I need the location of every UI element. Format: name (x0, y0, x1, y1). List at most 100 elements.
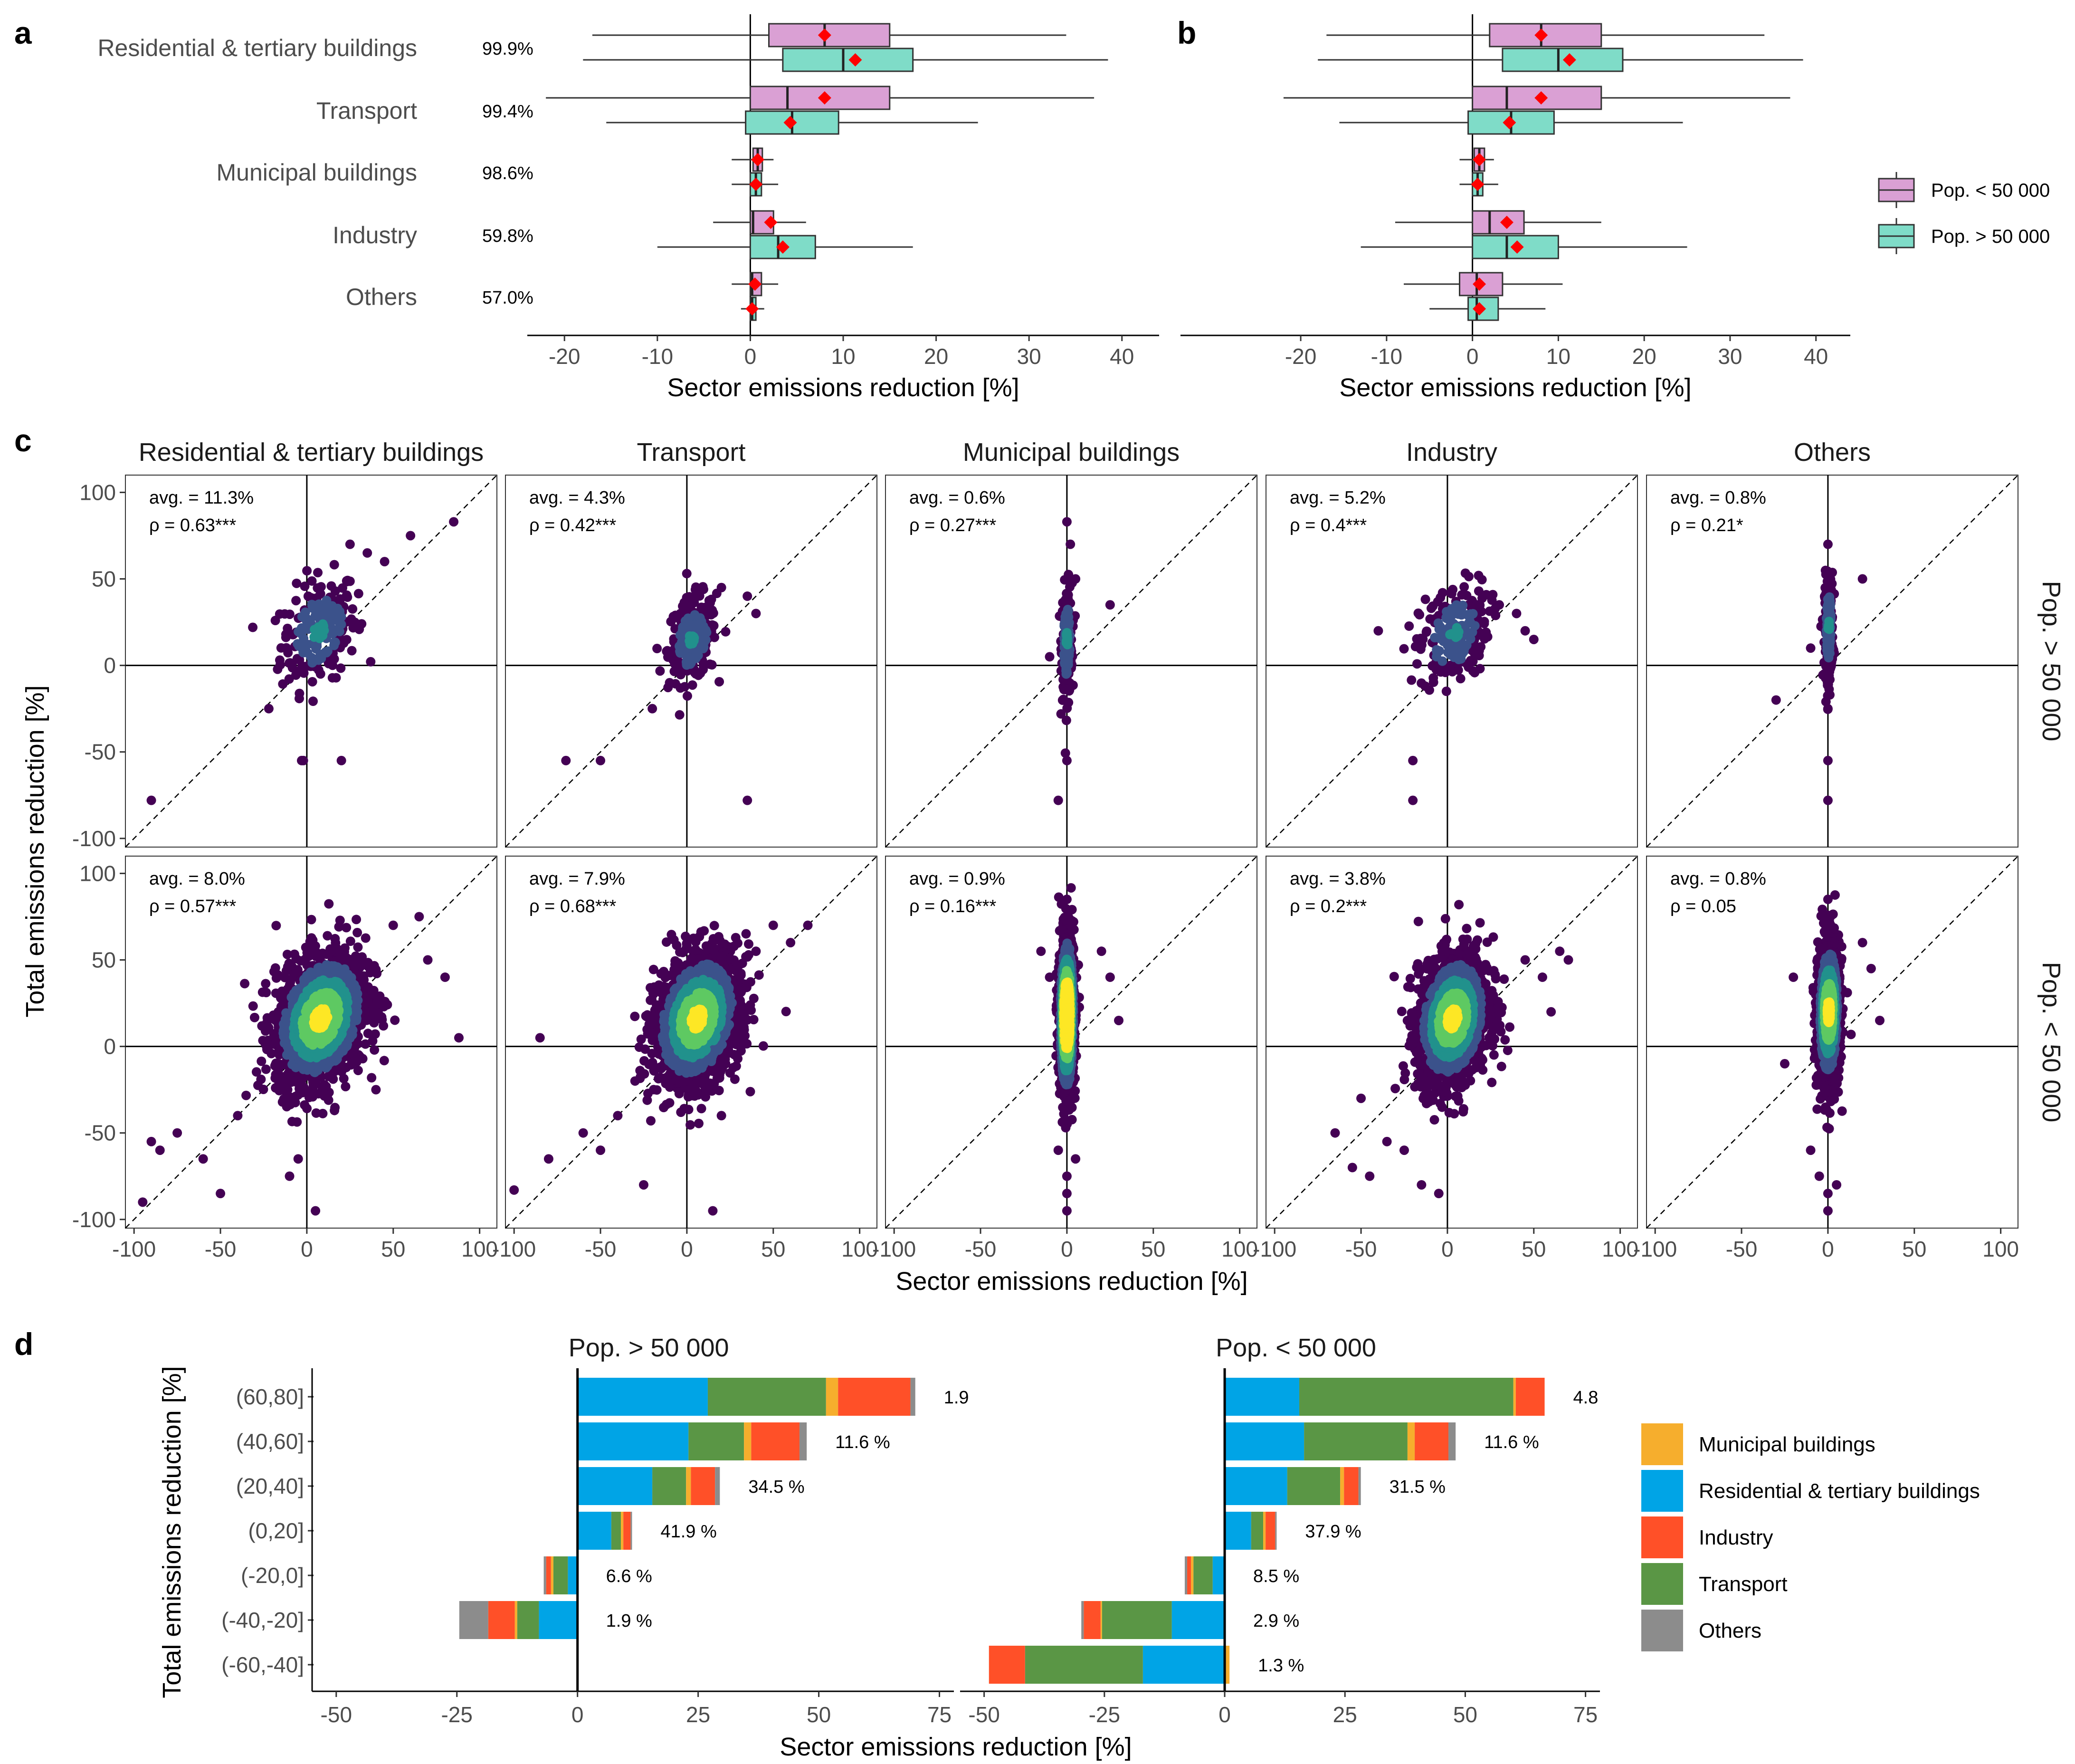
scatter-point (352, 928, 362, 938)
scatter-point (1408, 795, 1418, 805)
scatter-point (1066, 539, 1076, 549)
y-tick-label: 100 (79, 861, 116, 886)
y-tick-label: 0 (104, 1034, 116, 1059)
scatter-point (257, 1056, 267, 1066)
scatter-point (454, 1033, 464, 1043)
scatter-point (241, 1090, 251, 1100)
scatter-point (1062, 517, 1072, 527)
scatter-point (1415, 610, 1425, 620)
scatter-point (271, 973, 281, 983)
scatter-point (315, 1013, 325, 1023)
mean-marker (783, 116, 797, 129)
scatter-point (709, 921, 719, 931)
scatter-point (352, 915, 362, 925)
category-label: Others (346, 284, 417, 310)
rho-annotation: ρ = 0.4*** (1290, 515, 1367, 535)
scatter-point (248, 622, 258, 632)
scatter-point (146, 1136, 156, 1146)
scatter-point (596, 755, 606, 765)
scatter-point (414, 912, 424, 922)
scatter-point (781, 1007, 791, 1017)
scatter-point (330, 1103, 340, 1113)
scatter-point (329, 560, 339, 570)
scatter-point (744, 939, 754, 949)
scatter-point (361, 933, 371, 943)
scatter-point (348, 623, 358, 633)
scatter-point (336, 663, 346, 673)
rho-annotation: ρ = 0.42*** (529, 515, 616, 535)
y-tick-label: -50 (85, 740, 116, 764)
scatter-point (1857, 574, 1867, 584)
scatter-point (1061, 715, 1071, 725)
scatter-point (406, 531, 416, 541)
scatter-point (1437, 656, 1447, 666)
scatter-point (742, 795, 752, 805)
scatter-point (423, 955, 433, 965)
scatter-point (1771, 695, 1781, 705)
scatter-point (256, 1074, 266, 1084)
y-tick-label: 50 (92, 567, 116, 591)
scatter-point (261, 1064, 271, 1074)
scatter-point (682, 691, 692, 701)
panel-label-c: c (14, 423, 32, 458)
category-label: Industry (333, 222, 417, 248)
scatter-point (1053, 795, 1063, 805)
scatter-point (285, 609, 295, 619)
scatter-point (655, 666, 665, 676)
scatter-point (652, 1085, 662, 1095)
scatter-point (682, 569, 692, 579)
panel-a: Residential & tertiary buildings 99.9%Tra… (97, 14, 1159, 402)
facet-cell: avg. = 4.3% ρ = 0.42*** (505, 475, 877, 848)
scatter-point (198, 1154, 208, 1164)
facet-row-title: Pop. < 50 000 (2037, 962, 2065, 1123)
scatter-point (1823, 795, 1833, 805)
y-tick-label: 0 (104, 653, 116, 678)
scatter-point (311, 1206, 321, 1216)
scatter-point (1446, 660, 1456, 670)
scatter-point (216, 1189, 226, 1199)
scatter-point (1060, 575, 1070, 585)
facet-column-title: Industry (1406, 438, 1497, 467)
mean-marker (1510, 240, 1524, 254)
scatter-point (1056, 709, 1066, 719)
scatter-point (694, 1118, 704, 1128)
x-tick-label: 30 (1718, 344, 1742, 369)
scatter-point (613, 1111, 623, 1121)
mean-marker (1503, 116, 1516, 129)
scatter-point (261, 988, 271, 998)
scatter-point (714, 677, 724, 687)
scatter-point (639, 1069, 649, 1079)
scatter-point (172, 1128, 182, 1138)
coverage-label: 57.0% (482, 288, 533, 308)
scatter-point (258, 1084, 268, 1094)
scatter-point (745, 1087, 755, 1097)
scatter-point (663, 683, 673, 693)
scatter-point (596, 1145, 606, 1155)
scatter-point (291, 596, 301, 606)
mean-marker (1534, 29, 1548, 42)
scatter-point (786, 938, 796, 948)
mean-marker (751, 153, 765, 166)
facet-row-title: Pop. > 50 000 (2037, 581, 2065, 742)
x-axis-title: Sector emissions reduction [%] (667, 373, 1019, 402)
x-tick-label: 0 (301, 1237, 313, 1261)
mean-marker (1534, 91, 1548, 105)
scatter-point (311, 1108, 321, 1118)
scatter-point (696, 1104, 706, 1114)
scatter-point (1420, 681, 1430, 691)
scatter-point (138, 1197, 148, 1207)
facet-cell: avg. = 5.2%ρ = 0.4*** (1266, 475, 1638, 848)
rho-annotation: ρ = 0.27*** (909, 515, 996, 535)
scatter-point (341, 1082, 351, 1092)
scatter-point (1824, 621, 1834, 631)
scatter-point (535, 1033, 545, 1043)
scatter-point (652, 644, 662, 654)
x-tick-label: 0 (744, 344, 757, 369)
avg-annotation: avg. = 4.3% (529, 488, 625, 508)
scatter-point (1062, 755, 1072, 765)
facet-cell: avg. = 8.0%ρ = 0.57***-100-50050100-100-… (72, 856, 498, 1261)
facet-cell: avg. = 0.8%ρ = 0.21* (1646, 475, 2018, 848)
avg-annotation: avg. = 0.6% (909, 488, 1005, 508)
scatter-point (307, 677, 317, 687)
